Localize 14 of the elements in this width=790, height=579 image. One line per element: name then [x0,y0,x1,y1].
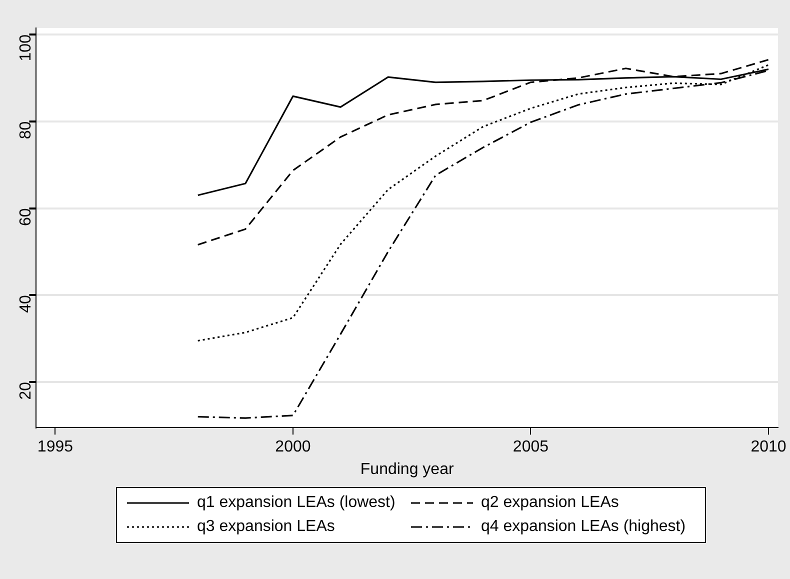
legend-label: q1 expansion LEAs (lowest) [197,494,396,512]
x-tick-label: 2000 [275,438,311,456]
y-tick-label: 20 [18,382,35,400]
x-tick-label: 2010 [750,438,786,456]
y-tick-label: 80 [18,121,35,140]
legend-label: q2 expansion LEAs [481,494,619,512]
y-tick-label: 60 [18,208,35,226]
legend-label: q4 expansion LEAs (highest) [481,518,686,536]
x-tick-label: 1995 [37,438,74,456]
y-tick-label: 40 [18,295,35,313]
x-axis-title: Funding year [360,460,454,478]
y-tick-label: 100 [18,34,35,62]
legend-label: q3 expansion LEAs [197,518,335,536]
x-tick-label: 2005 [512,438,549,456]
